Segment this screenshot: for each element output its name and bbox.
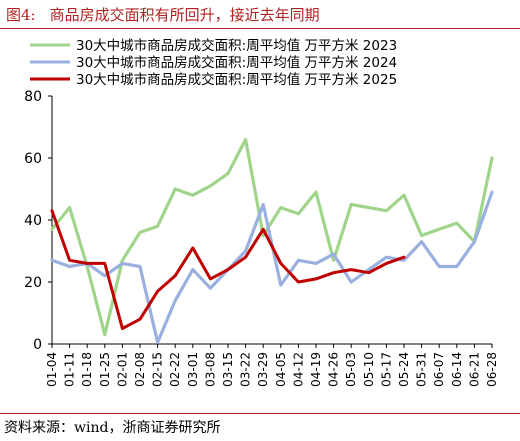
x-tick-label: 04-12: [291, 352, 305, 387]
y-tick-label: 20: [24, 275, 42, 291]
x-tick-label: 02-01: [115, 352, 129, 387]
x-tick-label: 02-08: [133, 352, 147, 387]
y-tick-label: 60: [24, 151, 42, 167]
x-tick-label: 01-18: [80, 352, 94, 387]
axes: 0 20 40 60 80 01-04 01-11 01-18 01-25 02-01 02-08 0…: [24, 89, 499, 387]
legend-label-3: 30大中城市商品房成交面积:周平均值 万平方米 2025: [76, 71, 397, 88]
legend-label-2: 30大中城市商品房成交面积:周平均值 万平方米 2024: [76, 54, 397, 71]
series-line-2: [50, 190, 494, 344]
y-tick-label: 0: [33, 337, 42, 353]
x-tick-label: 05-10: [362, 352, 376, 387]
x-tick-label: 03-08: [203, 352, 217, 387]
source-note: 资料来源：wind，浙商证券研究所: [4, 420, 221, 436]
legend: 30大中城市商品房成交面积:周平均值 万平方米 202330大中城市商品房成交面…: [30, 37, 397, 88]
x-tick-label: 03-22: [239, 352, 253, 387]
series-line-1: [50, 137, 494, 337]
x-tick-label: 04-05: [274, 352, 288, 387]
x-tick-label: 03-15: [221, 352, 235, 387]
x-tick-label: 06-21: [467, 352, 481, 387]
x-tick-label: 04-26: [327, 352, 341, 387]
x-tick-label: 01-25: [98, 352, 112, 387]
x-tick-label: 05-17: [379, 352, 393, 387]
series-line-3: [50, 209, 406, 330]
legend-label-1: 30大中城市商品房成交面积:周平均值 万平方米 2023: [76, 37, 397, 54]
x-tick-label: 03-29: [256, 352, 270, 387]
y-tick-label: 80: [24, 89, 42, 105]
x-tick-label: 01-11: [63, 352, 77, 387]
title-rule: [0, 28, 520, 29]
x-tick-label: 03-01: [186, 352, 200, 387]
y-tick-label: 40: [24, 213, 42, 229]
figure-title-text: 商品房成交面积有所回升，接近去年同期: [49, 6, 320, 24]
x-tick-label: 02-15: [151, 352, 165, 387]
x-tick-label: 05-03: [344, 352, 358, 387]
x-tick-label: 06-07: [432, 352, 446, 387]
x-tick-label: 02-22: [168, 352, 182, 387]
source-rule: [0, 413, 520, 414]
x-tick-label: 05-31: [415, 352, 429, 387]
x-tick-label: 04-19: [309, 352, 323, 387]
figure-title: 图4: 商品房成交面积有所回升，接近去年同期: [6, 4, 320, 25]
x-tick-label: 06-28: [485, 352, 499, 387]
series-lines: [50, 137, 494, 344]
x-tick-label: 06-14: [450, 352, 464, 387]
x-tick-label: 01-04: [45, 352, 59, 387]
figure-label: 图4:: [6, 6, 36, 24]
x-tick-label: 05-24: [397, 352, 411, 387]
